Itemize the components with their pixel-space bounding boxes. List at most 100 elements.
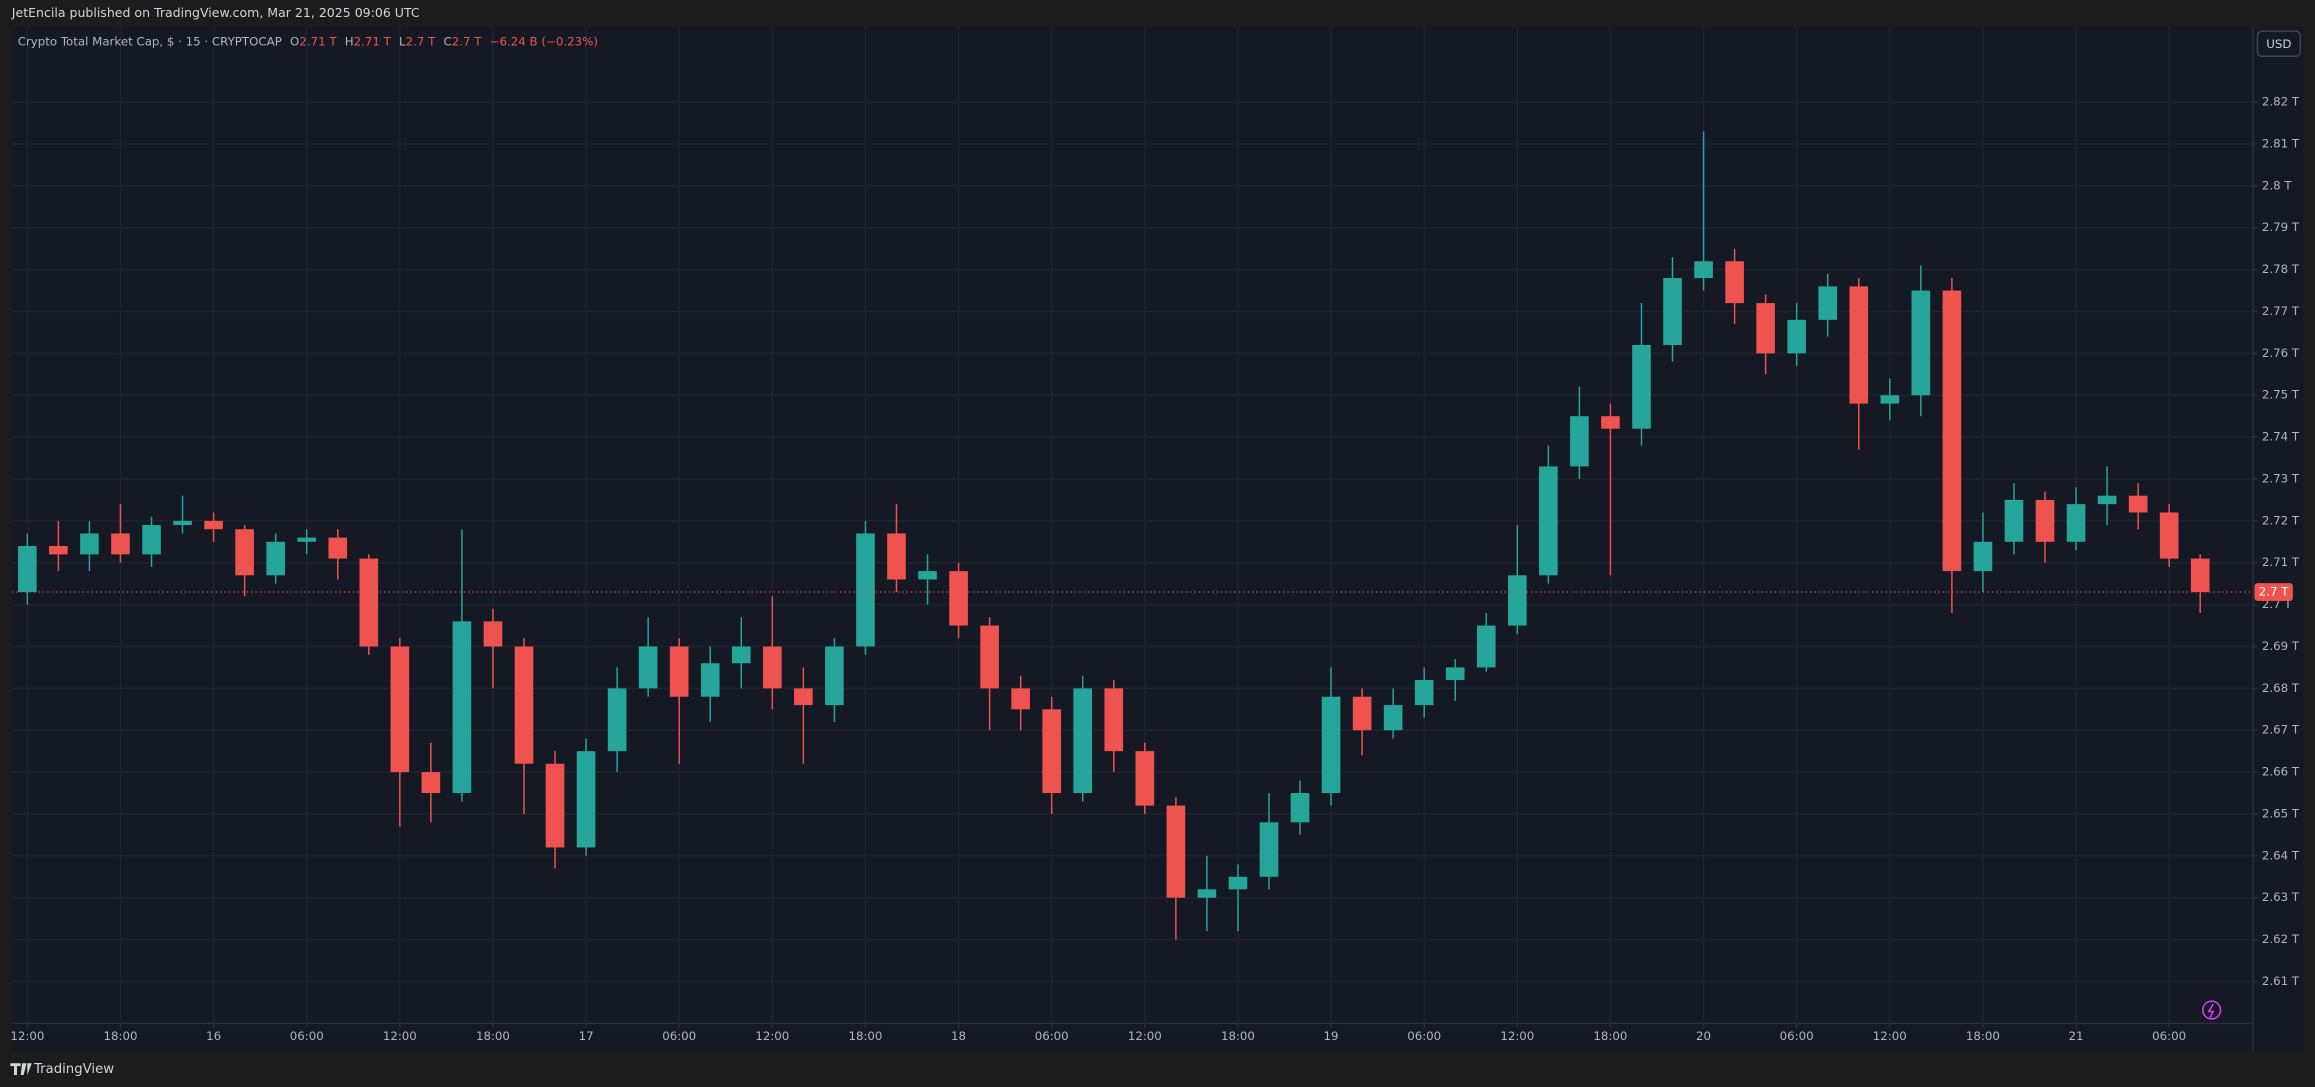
brand-logo	[10, 1063, 32, 1076]
candle-body	[1756, 303, 1775, 354]
published-line: JetEncila published on TradingView.com, …	[11, 5, 420, 20]
candle-body	[887, 533, 906, 580]
x-tick-label: 18:00	[848, 1029, 882, 1043]
candles	[18, 131, 2210, 940]
candle-body	[514, 646, 534, 764]
y-tick-label: 2.81 T	[2262, 137, 2300, 151]
candle-body	[1414, 679, 1434, 706]
candle-body	[794, 688, 813, 706]
candle-body	[1911, 290, 1931, 396]
candle-body	[266, 541, 285, 576]
candle-body	[1942, 290, 1962, 572]
candle-body	[1663, 277, 1682, 345]
symbol-title: Crypto Total Market Cap, $ · 15 · CRYPTO…	[18, 34, 282, 48]
x-tick-label: 16	[206, 1029, 221, 1043]
y-tick-label: 2.66 T	[2262, 765, 2300, 779]
x-tick-label: 06:00	[1407, 1029, 1441, 1043]
candle-body	[1197, 889, 1217, 898]
candle-body	[1352, 696, 1372, 731]
x-tick-label: 06:00	[662, 1029, 696, 1043]
candle-body	[1787, 319, 1806, 354]
ohlc-value: 2.7 T	[452, 34, 483, 48]
x-tick-label: 12:00	[1128, 1029, 1162, 1043]
x-tick-label: 06:00	[1035, 1029, 1069, 1043]
x-tick-label: 06:00	[290, 1029, 324, 1043]
candle-body	[1445, 667, 1465, 680]
candle-body	[173, 520, 192, 526]
currency-button[interactable]	[2256, 30, 2301, 58]
candle-body	[1725, 261, 1744, 304]
candle-body	[1849, 286, 1869, 404]
x-tick-label: 12:00	[383, 1029, 417, 1043]
candle-body	[1818, 286, 1838, 320]
candle-body	[1539, 466, 1558, 576]
candle-body	[483, 621, 503, 647]
candle-body	[2128, 495, 2148, 513]
candle-body	[80, 533, 99, 555]
x-tick-label: 18:00	[103, 1029, 137, 1043]
candle-body	[607, 688, 627, 752]
candle-body	[1011, 688, 1030, 710]
y-tick-label: 2.79 T	[2262, 220, 2300, 234]
x-tick-label: 12:00	[1873, 1029, 1907, 1043]
candle-body	[1228, 876, 1248, 890]
candle-body	[421, 772, 441, 794]
x-tick-label: 06:00	[1780, 1029, 1814, 1043]
y-tick-label: 2.73 T	[2262, 471, 2300, 485]
candle-body	[980, 625, 999, 689]
x-tick-label: 21	[2069, 1029, 2084, 1043]
candle-body	[1166, 805, 1186, 898]
candle-body	[1570, 416, 1589, 467]
candle-body	[452, 621, 472, 794]
change: −6.24 B (−0.23%)	[490, 34, 598, 48]
candle-body	[1259, 822, 1279, 877]
candle-body	[1290, 793, 1310, 823]
y-tick-label: 2.61 T	[2262, 974, 2300, 988]
y-tick-label: 2.74 T	[2262, 430, 2300, 444]
y-tick-label: 2.8 T	[2262, 178, 2293, 192]
ohlc-key: H	[345, 34, 354, 48]
candle-body	[2190, 558, 2210, 593]
ohlc-value: 2.71 T	[299, 34, 337, 48]
candle-body	[669, 646, 689, 697]
candle-body	[2066, 504, 2086, 542]
y-tick-label: 2.69 T	[2262, 639, 2300, 653]
candle-body	[111, 533, 130, 555]
x-tick-label: 12:00	[755, 1029, 789, 1043]
candle-body	[18, 545, 37, 593]
ohlc-key: O	[290, 34, 299, 48]
y-tick-label: 2.75 T	[2262, 388, 2300, 402]
x-tick-label: 17	[579, 1029, 594, 1043]
candle-body	[1880, 395, 1900, 404]
x-tick-label: 19	[1324, 1029, 1339, 1043]
lightning-icon[interactable]	[2202, 1000, 2222, 1020]
y-tick-label: 2.65 T	[2262, 806, 2300, 820]
x-tick-label: 06:00	[2152, 1029, 2186, 1043]
candle-body	[763, 646, 782, 689]
candle-body	[918, 571, 937, 580]
last-price-label: 2.7 T	[2259, 585, 2290, 599]
candle-body	[390, 646, 410, 773]
y-tick-label: 2.78 T	[2262, 262, 2300, 276]
x-tick-label: 18:00	[476, 1029, 510, 1043]
y-tick-label: 2.82 T	[2262, 95, 2300, 109]
currency-label[interactable]: USD	[2266, 37, 2291, 51]
candle-body	[142, 525, 161, 555]
candle-body	[235, 529, 254, 576]
candle-body	[328, 537, 348, 559]
candle-body	[576, 751, 596, 848]
candle-body	[1601, 416, 1620, 429]
lightning-bolt	[2207, 1003, 2215, 1018]
candle-body	[856, 533, 875, 647]
legend-line: Crypto Total Market Cap, $ · 15 · CRYPTO…	[18, 34, 598, 48]
y-tick-label: 2.64 T	[2262, 848, 2300, 862]
y-tick-label: 2.67 T	[2262, 723, 2300, 737]
grid	[11, 26, 2253, 1024]
candle-body	[1632, 344, 1651, 429]
ohlc-key: L	[399, 34, 406, 48]
y-tick-label: 2.72 T	[2262, 513, 2300, 527]
last-price-badge	[2254, 583, 2293, 601]
x-tick-label: 18:00	[1966, 1029, 2000, 1043]
candle-body	[2004, 499, 2024, 542]
candle-body	[825, 646, 844, 706]
